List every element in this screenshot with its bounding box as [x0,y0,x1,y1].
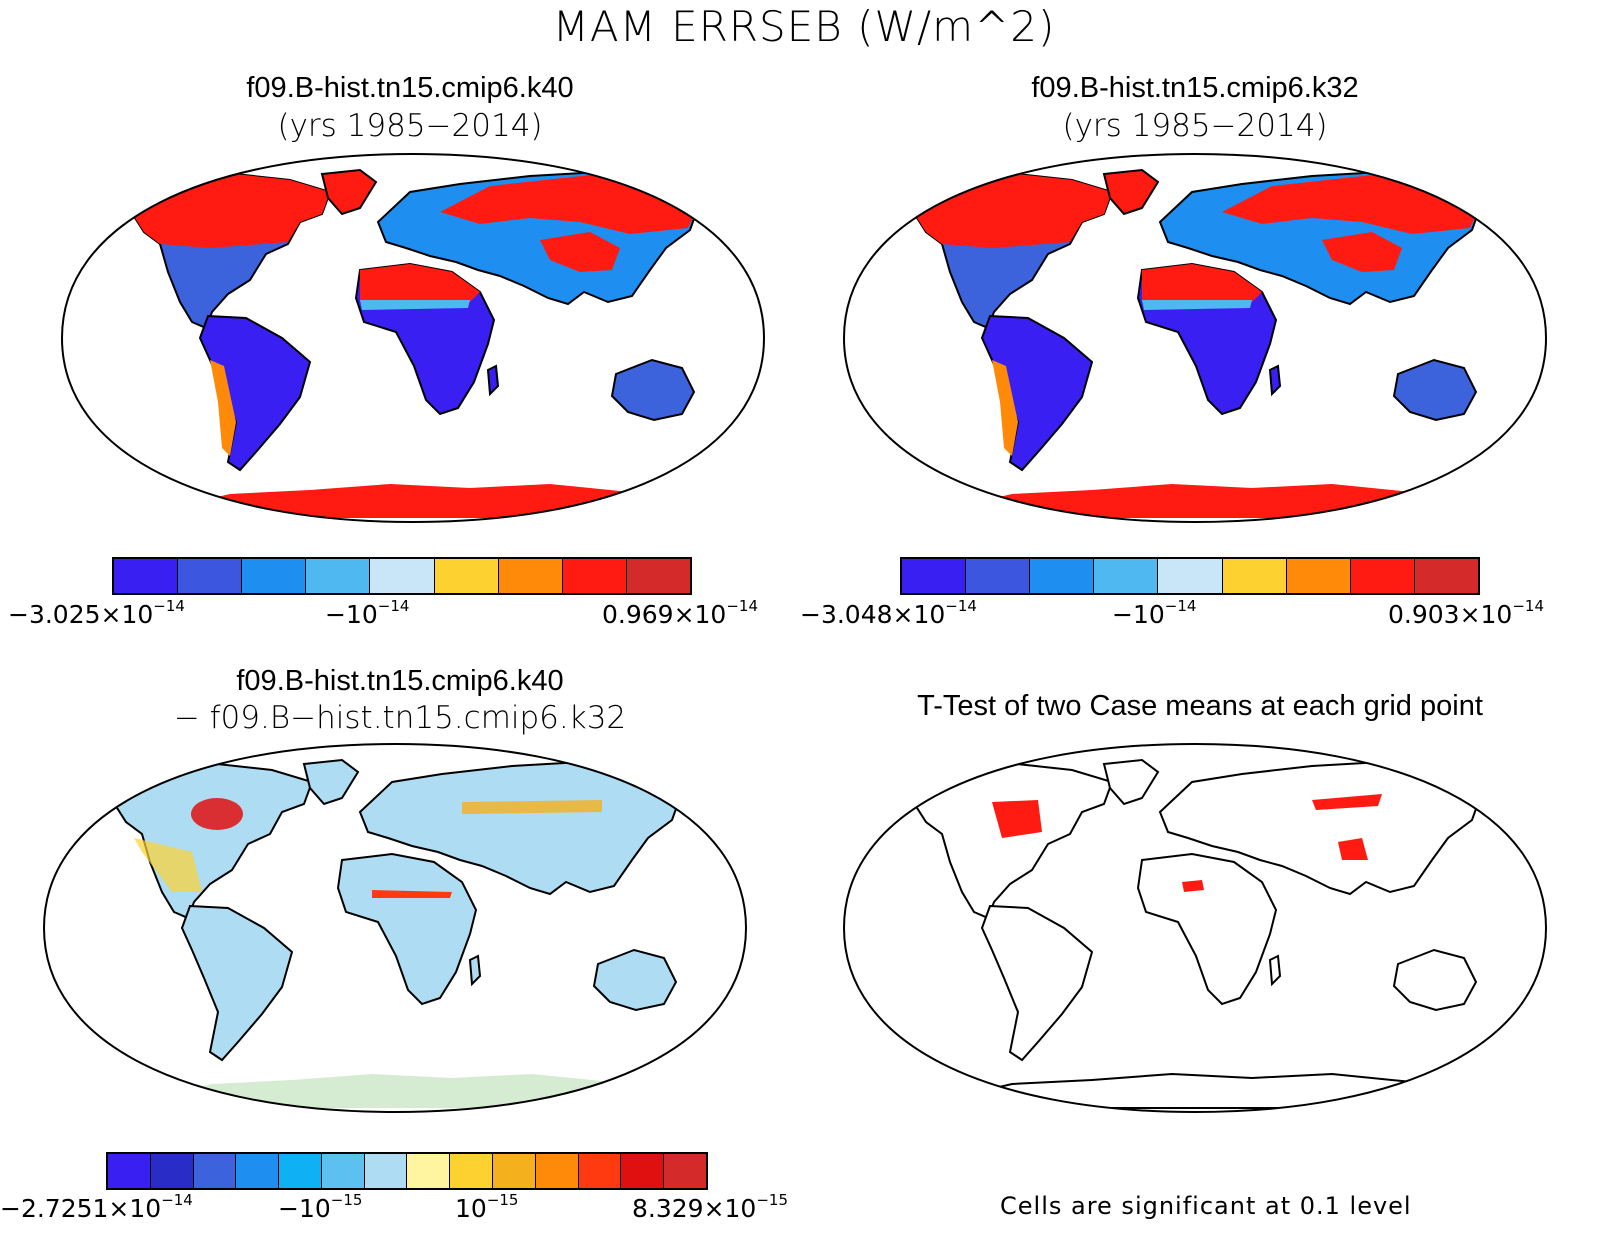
colorbar-top-left-mid-label: −10−14 [325,597,410,630]
region-significant-asia [1312,794,1382,810]
map-outline [842,742,1548,1114]
region-diff-high [191,798,243,830]
colorbar-top-right-mid-label: −10−14 [1112,597,1197,630]
region-andes-high [210,360,236,456]
colorbar-top-left-swatch [242,559,307,593]
significance-note: Cells are significant at 0.1 level [1000,1192,1412,1220]
region-significant-india [1338,838,1368,860]
landmass-madagascar [1268,954,1282,987]
colorbar-top-left [112,557,692,595]
map-outline [842,152,1548,524]
panel-subtitle-bottom-left: − f09.B−hist.tn15.cmip6.k32 [173,700,627,736]
panel-subtitle-top-right: (yrs 1985−2014) [1062,108,1328,144]
landmass-greenland [320,168,378,216]
map-outline [60,152,766,524]
colorbar-bottom-left-swatch [578,1154,622,1188]
colorbar-bottom-left-min-label: −2.7251×10−14 [0,1191,193,1224]
region-sahara-high [360,264,480,302]
colorbar-bottom-left-swatch [236,1154,280,1188]
colorbar-top-right-swatch [1158,559,1223,593]
colorbar-top-left-swatch [434,559,499,593]
map-outline [42,742,748,1114]
figure-title: MAM ERRSEB (W/m^2) [552,2,1056,51]
panel-title-bottom-right: T-Test of two Case means at each grid po… [917,690,1483,722]
colorbar-top-left-max-label: 0.969×10−14 [602,597,758,630]
colorbar-top-left-min-label: −3.025×10−14 [8,597,185,630]
colorbar-top-left-swatch [306,559,371,593]
landmass-antarctica [952,484,1454,518]
colorbar-top-left-swatch [370,559,435,593]
landmass-southAmerica [180,904,294,1062]
panel-subtitle-top-left: (yrs 1985−2014) [277,108,543,144]
colorbar-top-right-swatch [902,559,967,593]
landmass-australia [610,358,696,422]
landmass-greenland [302,758,360,806]
colorbar-top-right-max-label: 0.903×10−14 [1388,597,1544,630]
colorbar-bottom-left-swatch [193,1154,237,1188]
colorbar-bottom-left-mid2-label: 10−15 [455,1191,519,1224]
colorbar-bottom-left-swatch [450,1154,494,1188]
colorbar-bottom-left [106,1152,708,1190]
region-sahel [360,300,470,310]
landmass-australia [1392,358,1478,422]
colorbar-top-right-swatch [1414,559,1478,593]
panel-title-top-right: f09.B-hist.tn15.cmip6.k32 [1031,72,1359,104]
landmass-australia [592,948,678,1012]
landmass-australia [1392,948,1478,1012]
landmass-madagascar [468,954,482,987]
landmass-eurasia [358,760,684,896]
colorbar-bottom-left-swatch [407,1154,451,1188]
colorbar-bottom-left-swatch [493,1154,536,1188]
colorbar-bottom-left-swatch [364,1154,408,1188]
panel-title-bottom-left: f09.B-hist.tn15.cmip6.k40 [236,665,564,697]
colorbar-top-left-swatch [626,559,690,593]
map-bottom-right [842,742,1548,1114]
colorbar-top-right-swatch [966,559,1031,593]
colorbar-bottom-left-swatch [664,1154,706,1188]
colorbar-bottom-left-mid1-label: −10−15 [278,1191,363,1224]
landmass-africa [1136,852,1278,1006]
region-sahara-high [1142,264,1262,302]
colorbar-top-right-swatch [1222,559,1287,593]
landmass-madagascar [486,364,500,397]
region-sahel [1142,300,1252,310]
region-diff-sahel [372,890,452,898]
colorbar-bottom-left-swatch [108,1154,151,1188]
colorbar-top-right-swatch [1286,559,1351,593]
region-tibet-high [540,232,620,272]
colorbar-top-right-swatch [1350,559,1415,593]
colorbar-top-right [900,557,1480,595]
map-top-right [842,152,1548,524]
landmass-northAmerica [910,762,1114,920]
landmass-madagascar [1268,364,1282,397]
colorbar-top-left-swatch [562,559,627,593]
map-bottom-left [42,742,748,1114]
map-top-left [60,152,766,524]
colorbar-top-right-swatch [1094,559,1159,593]
landmass-eurasia [1158,760,1484,896]
colorbar-bottom-left-swatch [279,1154,322,1188]
colorbar-top-left-swatch [114,559,179,593]
colorbar-top-left-swatch [178,559,243,593]
colorbar-bottom-left-swatch [621,1154,665,1188]
colorbar-bottom-left-max-label: 8.329×10−15 [632,1191,788,1224]
landmass-antarctica [170,484,672,518]
region-andes-high [992,360,1018,456]
colorbar-bottom-left-swatch [321,1154,365,1188]
colorbar-top-right-min-label: −3.048×10−14 [800,597,977,630]
region-diff-mexico [134,838,202,892]
panel-title-top-left: f09.B-hist.tn15.cmip6.k40 [246,72,574,104]
region-diff-asia [462,800,602,814]
colorbar-top-left-swatch [498,559,563,593]
colorbar-top-right-swatch [1030,559,1095,593]
region-significant-na [992,800,1042,838]
landmass-southAmerica [980,904,1094,1062]
landmass-antarctica [152,1074,654,1108]
landmass-greenland [1102,758,1160,806]
colorbar-bottom-left-swatch [150,1154,194,1188]
colorbar-bottom-left-swatch [535,1154,579,1188]
region-tibet-high [1322,232,1402,272]
landmass-greenland [1102,168,1160,216]
region-significant-sahel [1182,880,1204,892]
